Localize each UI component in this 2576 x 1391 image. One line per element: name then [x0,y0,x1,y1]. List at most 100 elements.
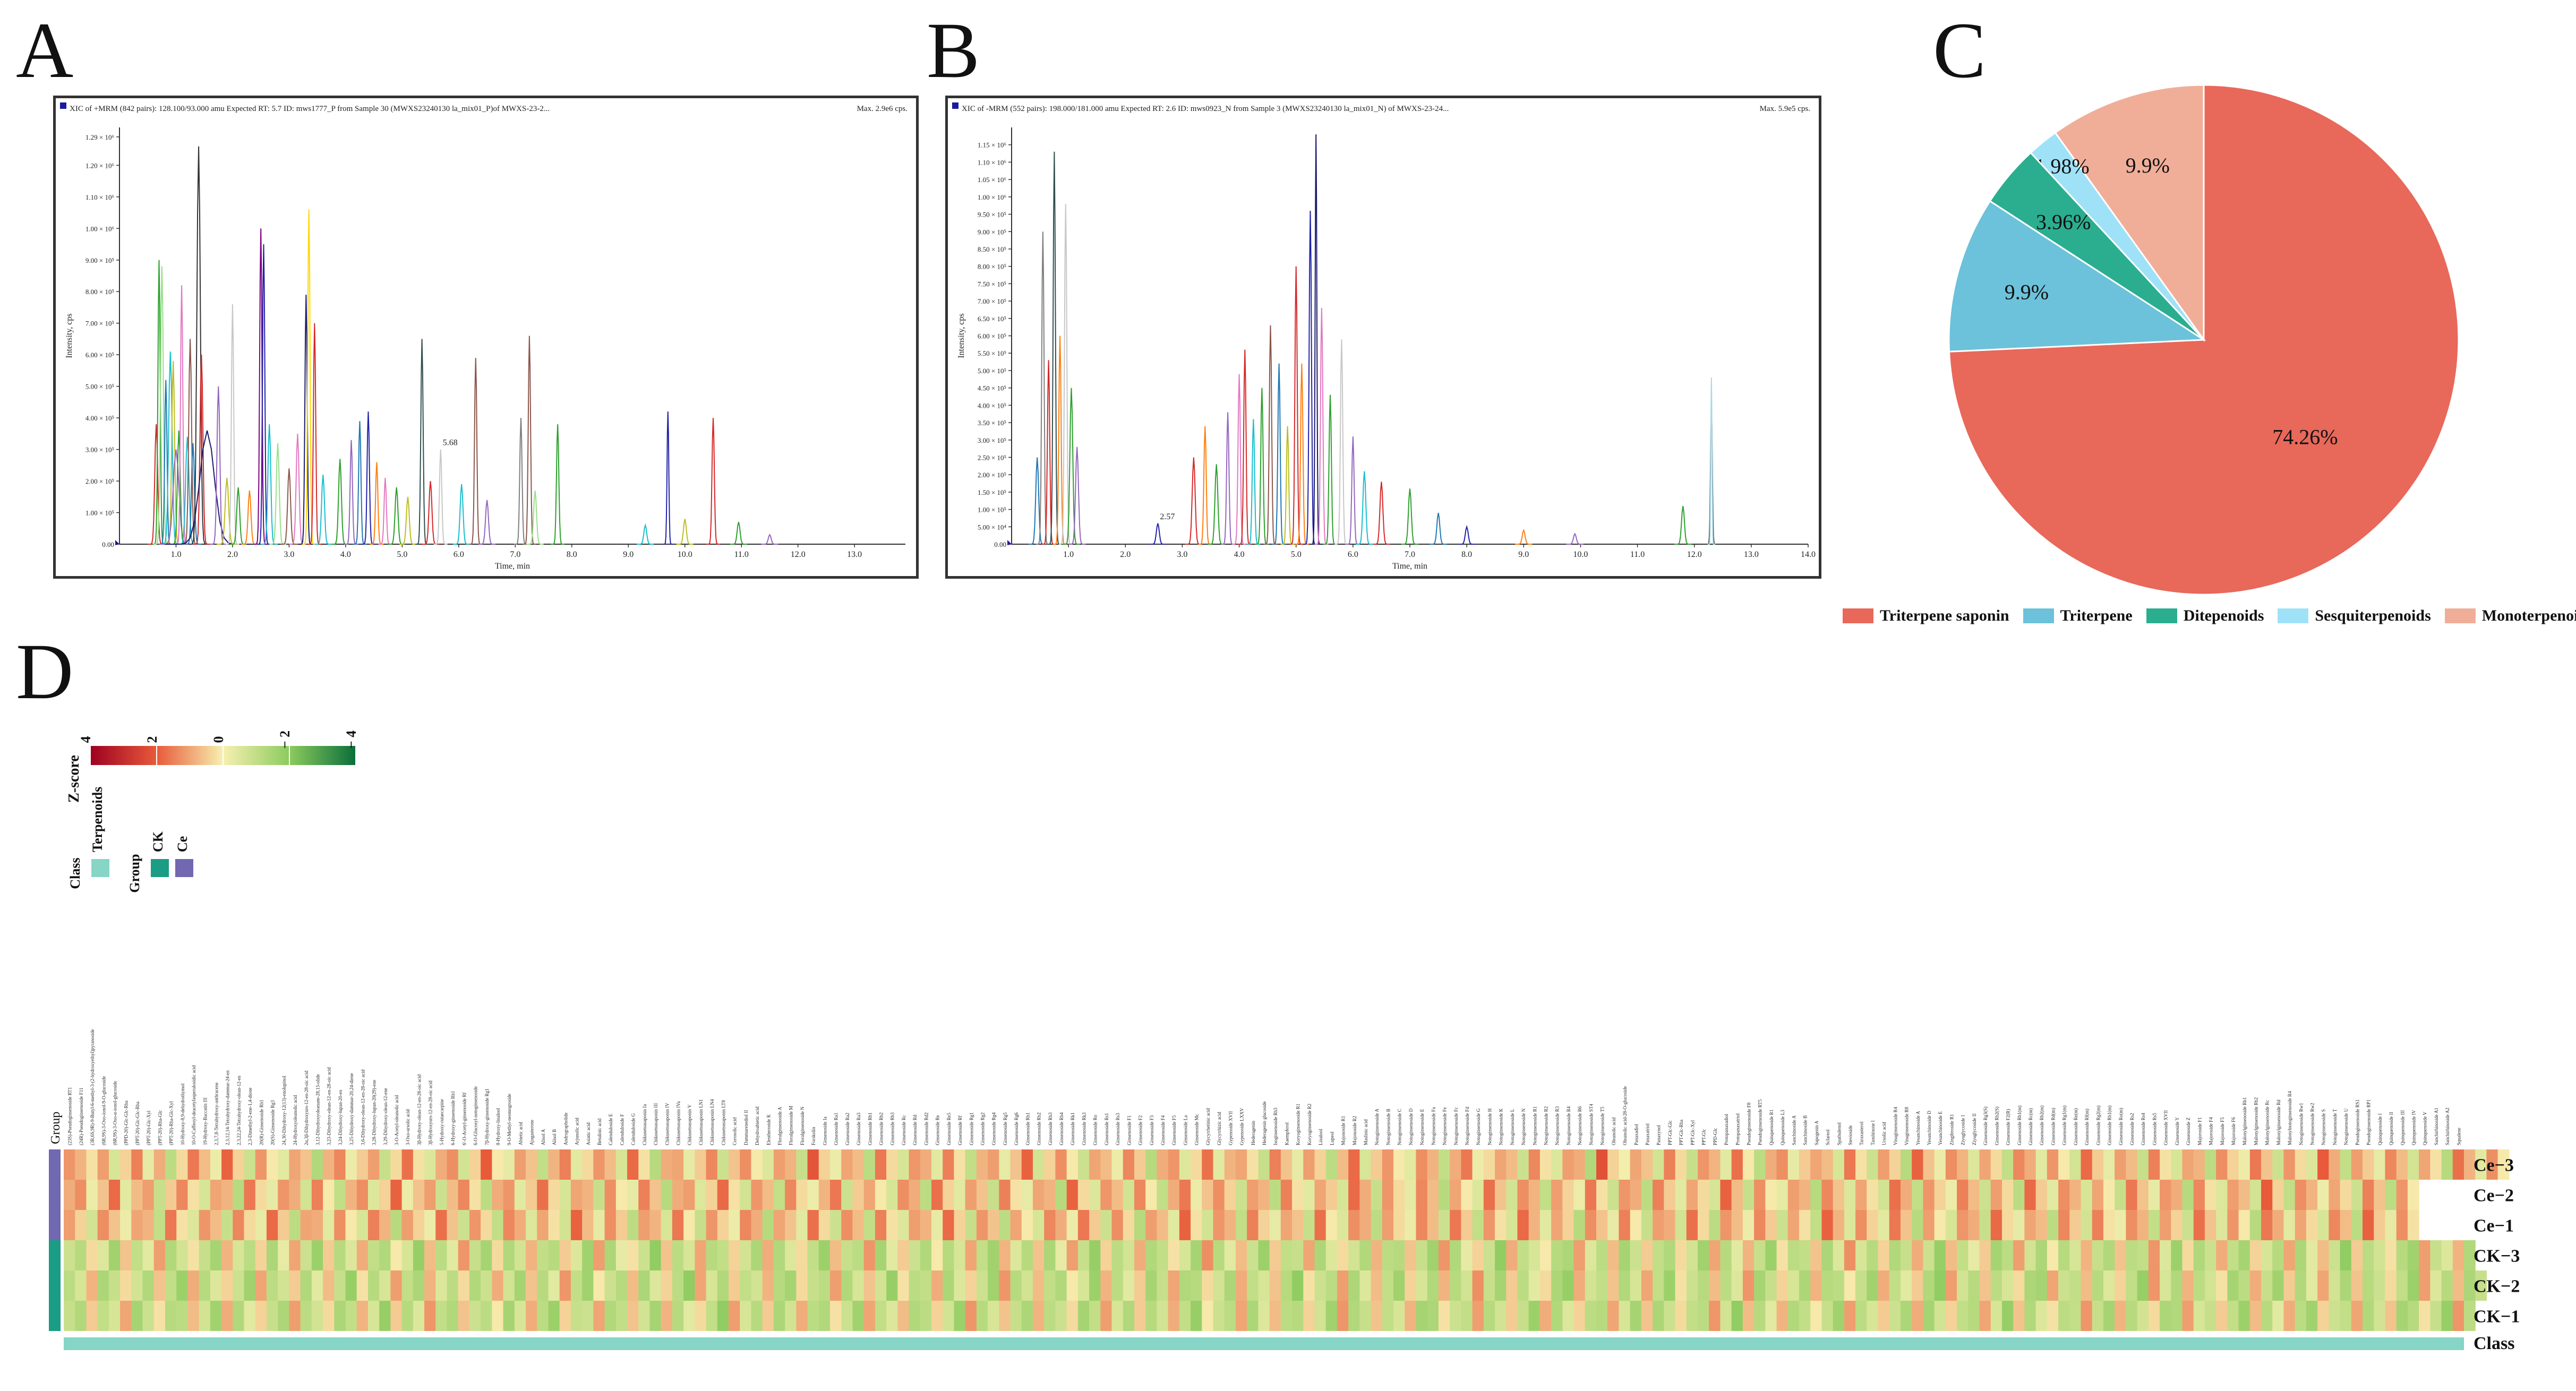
heatmap-cell [2092,1149,2104,1180]
heatmap-cell [1539,1270,1552,1301]
heatmap-cell [481,1301,492,1331]
heatmap-cell [773,1301,785,1331]
heatmap-cell [638,1240,651,1270]
colorbar-tick-label: 4 [78,736,93,743]
colorbar-tick-label: 0 [211,736,226,743]
heatmap-cell [1461,1149,1473,1180]
heatmap-cell [481,1210,492,1240]
chromatogram-peak [1272,363,1286,545]
heatmap-cell [401,1180,414,1210]
group-annotation-cell [49,1180,61,1210]
heatmap-cell [2103,1240,2115,1270]
heatmap-cell [289,1210,301,1240]
heatmap-cell [1653,1240,1664,1270]
heatmap-cell [526,1210,537,1240]
heatmap-cell [886,1149,898,1180]
y-tick-label: 1.10 × 10⁶ [85,193,114,201]
heatmap-cell [1314,1270,1326,1301]
heatmap-cell [830,1270,842,1301]
y-tick-label: 9.50 × 10⁵ [978,211,1006,219]
heatmap-cell [706,1301,718,1331]
heatmap-cell [570,1270,583,1301]
heatmap-cell [1990,1149,2002,1180]
y-axis-label: Intensity, cps [65,313,74,358]
heatmap-cell [1044,1270,1056,1301]
chromatogram-peak [1036,231,1050,545]
heatmap-cell [2148,1149,2160,1180]
heatmap-cell [2137,1149,2149,1180]
heatmap-cell [1630,1149,1642,1180]
y-tick-label: 4.00 × 10⁵ [85,414,114,422]
heatmap-cell [2024,1180,2036,1210]
panel-label-d: D [16,628,74,716]
heatmap-cell [615,1270,628,1301]
heatmap-cell [1021,1240,1033,1270]
heatmap-cell [447,1240,459,1270]
group-annotation-cell [49,1210,61,1240]
column-label: 6-Hydroxy-ginsenoside Rh1 [450,1091,456,1145]
y-tick-label: 1.29 × 10⁶ [85,133,114,141]
heatmap-cell [1123,1210,1135,1240]
heatmap-cell [2204,1240,2216,1270]
legend-label: Triterpene saponin [1880,607,2009,624]
heatmap-cell [2047,1270,2059,1301]
class-legend-title: Class [67,857,83,889]
heatmap-cell [1979,1149,1991,1180]
heatmap-cell [413,1301,425,1331]
group-legend-label: CK [150,831,166,852]
heatmap-cell [1224,1149,1236,1180]
heatmap-cell [2137,1210,2149,1240]
heatmap-cell [1664,1180,1676,1210]
heatmap-cell [199,1149,211,1180]
heatmap-cell [1145,1270,1157,1301]
heatmap-cell [1619,1301,1631,1331]
heatmap-cell [2340,1270,2352,1301]
heatmap-cell [176,1270,189,1301]
heatmap-cell [75,1270,87,1301]
heatmap-cell [2497,1149,2510,1180]
heatmap-cell [751,1240,763,1270]
heatmap-cell [1867,1270,1879,1301]
heatmap-cell [559,1149,571,1180]
heatmap-cell [1405,1240,1417,1270]
legend-item-sesquiterpenoids: Sesquiterpenoids [2278,607,2431,625]
heatmap-cell [1619,1240,1631,1270]
column-label: Ziyuglycoside II [1972,1113,1977,1145]
heatmap-cell [1754,1301,1766,1331]
heatmap-cell [1461,1180,1473,1210]
column-label: 6-O-Glucosyl-notoginsenoside [473,1086,478,1145]
x-tick-label: 11.0 [734,550,749,559]
heatmap-cell [1483,1210,1495,1240]
heatmap-cell [2058,1270,2070,1301]
heatmap-cell [1235,1180,1247,1210]
heatmap-cell [1833,1270,1845,1301]
heatmap-cell [255,1270,267,1301]
column-label: Floralginsenoside M [789,1106,794,1145]
column-label: Majonoside R2 [1352,1116,1357,1145]
heatmap-cell [1438,1180,1450,1210]
chromatogram-peak [1029,457,1046,545]
heatmap-cell [1664,1301,1676,1331]
column-label: Alisol B [552,1129,557,1145]
heatmap-cell [2464,1240,2476,1270]
column-label: 2,3-Dimethyl-2-ene-1,4-dione [247,1088,253,1145]
column-label: 8-Hydroxy-linalool [495,1108,501,1145]
heatmap-cell [2092,1240,2104,1270]
column-label: Lupeol [1329,1131,1334,1145]
heatmap-cell [2148,1180,2160,1210]
heatmap-cell [559,1240,571,1270]
heatmap-cell [2329,1210,2341,1240]
heatmap-cell [1348,1180,1360,1210]
chromatogram-max-text: Max. 2.9e6 cps. [857,105,908,113]
heatmap-cell [1393,1301,1405,1331]
column-label: Gypenoside LXXV [1239,1107,1245,1145]
heatmap-cell [2486,1149,2498,1180]
heatmap-cell [379,1270,391,1301]
heatmap-cell [176,1301,189,1331]
heatmap-cell [1990,1180,2002,1210]
heatmap-cell [1889,1301,1901,1331]
heatmap-cell [2103,1149,2115,1180]
heatmap-cell [176,1210,189,1240]
heatmap-cell [323,1180,335,1210]
chromatogram-peak [1185,457,1202,545]
